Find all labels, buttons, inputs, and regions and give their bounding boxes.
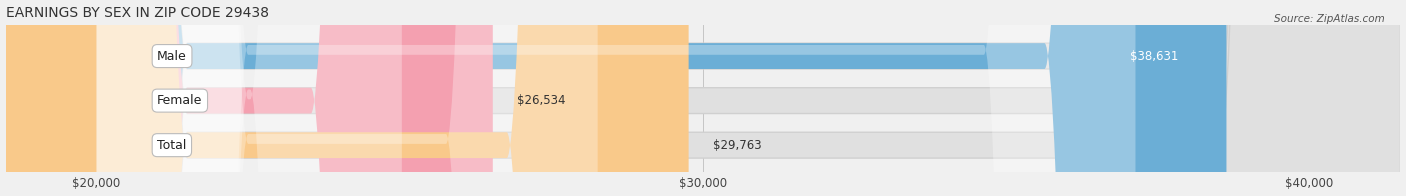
FancyBboxPatch shape [97,0,1136,196]
FancyBboxPatch shape [6,0,1400,196]
FancyBboxPatch shape [6,0,492,196]
FancyBboxPatch shape [97,0,402,196]
Text: Source: ZipAtlas.com: Source: ZipAtlas.com [1274,14,1385,24]
Text: Male: Male [157,50,187,63]
Text: EARNINGS BY SEX IN ZIP CODE 29438: EARNINGS BY SEX IN ZIP CODE 29438 [6,5,269,20]
FancyBboxPatch shape [6,0,1400,196]
FancyBboxPatch shape [6,0,689,196]
Text: $29,763: $29,763 [713,139,762,152]
FancyBboxPatch shape [6,0,1400,196]
FancyBboxPatch shape [6,0,1226,196]
FancyBboxPatch shape [97,0,598,196]
Text: Female: Female [157,94,202,107]
Text: Total: Total [157,139,187,152]
Text: $38,631: $38,631 [1129,50,1178,63]
Text: $26,534: $26,534 [517,94,565,107]
